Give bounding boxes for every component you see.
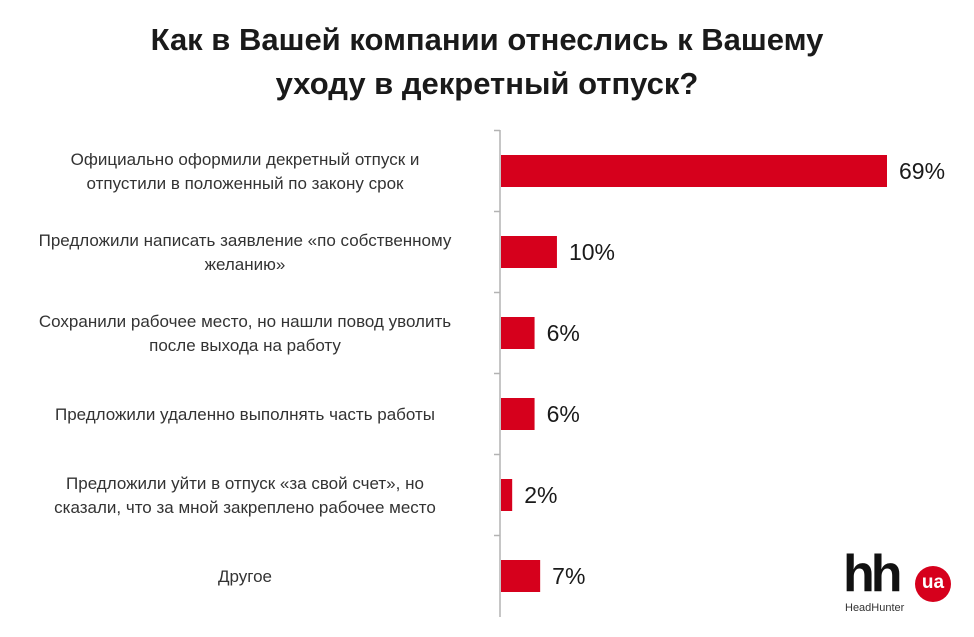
data-label: 6% [547,401,580,427]
bar [501,479,513,511]
data-label: 2% [524,482,557,508]
category-label: Предложили написать заявление «по собств… [39,231,452,274]
bar [501,155,887,187]
category-label: Официально оформили декретный отпуск и от… [71,150,420,193]
data-label: 10% [569,239,615,265]
chart-title-line-2: уходу в декретный отпуск? [275,66,699,101]
logo-mark: hh [843,545,902,603]
chart-title-line-1: Как в Вашей компании отнеслись к Вашему [150,22,824,57]
bar [501,236,557,268]
logo-name: HeadHunter [845,602,905,614]
bar [501,317,535,349]
logo-badge: ua [915,566,951,602]
data-label: 7% [552,563,585,589]
bar [501,560,541,592]
bar [501,398,535,430]
category-label: Сохранили рабочее место, но нашли повод … [39,312,451,355]
category-label: Другое [218,567,272,586]
chart-title: Как в Вашей компании отнеслись к Вашему … [0,18,974,106]
data-label: 69% [899,158,945,184]
category-label: Предложили уйти в отпуск «за свой счет»,… [54,474,436,517]
category-label: Предложили удаленно выполнять часть рабо… [55,405,435,424]
data-label: 6% [547,320,580,346]
headhunter-logo: hh ua HeadHunter [843,545,961,624]
